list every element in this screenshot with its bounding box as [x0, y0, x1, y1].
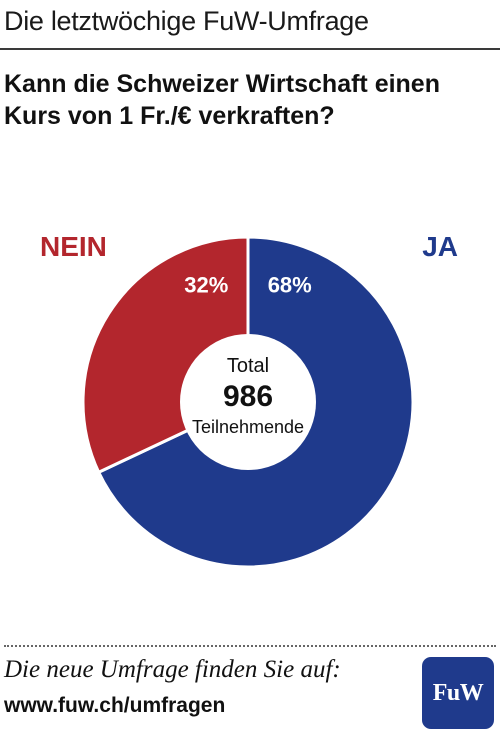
center-participants-label: Teilnehmende — [192, 417, 304, 437]
fuw-logo: FuW — [422, 657, 494, 729]
slice-value-nein: 32% — [184, 272, 228, 297]
question-line-1: Kann die Schweizer Wirtschaft einen — [4, 70, 440, 98]
slice-value-ja: 68% — [268, 272, 312, 297]
legend-label-ja: JA — [422, 231, 458, 262]
survey-link[interactable]: www.fuw.ch/umfragen — [4, 694, 226, 717]
page-title: Die letztwöchige FuW-Umfrage — [4, 6, 369, 36]
question-line-2: Kurs von 1 Fr./€ verkraften? — [4, 102, 335, 130]
survey-question: Kann die Schweizer Wirtschaft einen Kurs… — [4, 68, 496, 132]
footer-divider — [4, 645, 496, 647]
donut-hole — [180, 334, 316, 470]
donut-chart: 68% JA 32% NEIN Total 986 Teilnehmende — [40, 231, 458, 569]
center-total-label: Total — [227, 355, 269, 377]
fuw-logo-text: FuW — [432, 679, 484, 706]
header-divider — [0, 48, 500, 50]
legend-label-nein: NEIN — [40, 231, 107, 262]
center-total-value: 986 — [223, 380, 273, 413]
footer-note: Die neue Umfrage finden Sie auf: — [4, 656, 341, 683]
